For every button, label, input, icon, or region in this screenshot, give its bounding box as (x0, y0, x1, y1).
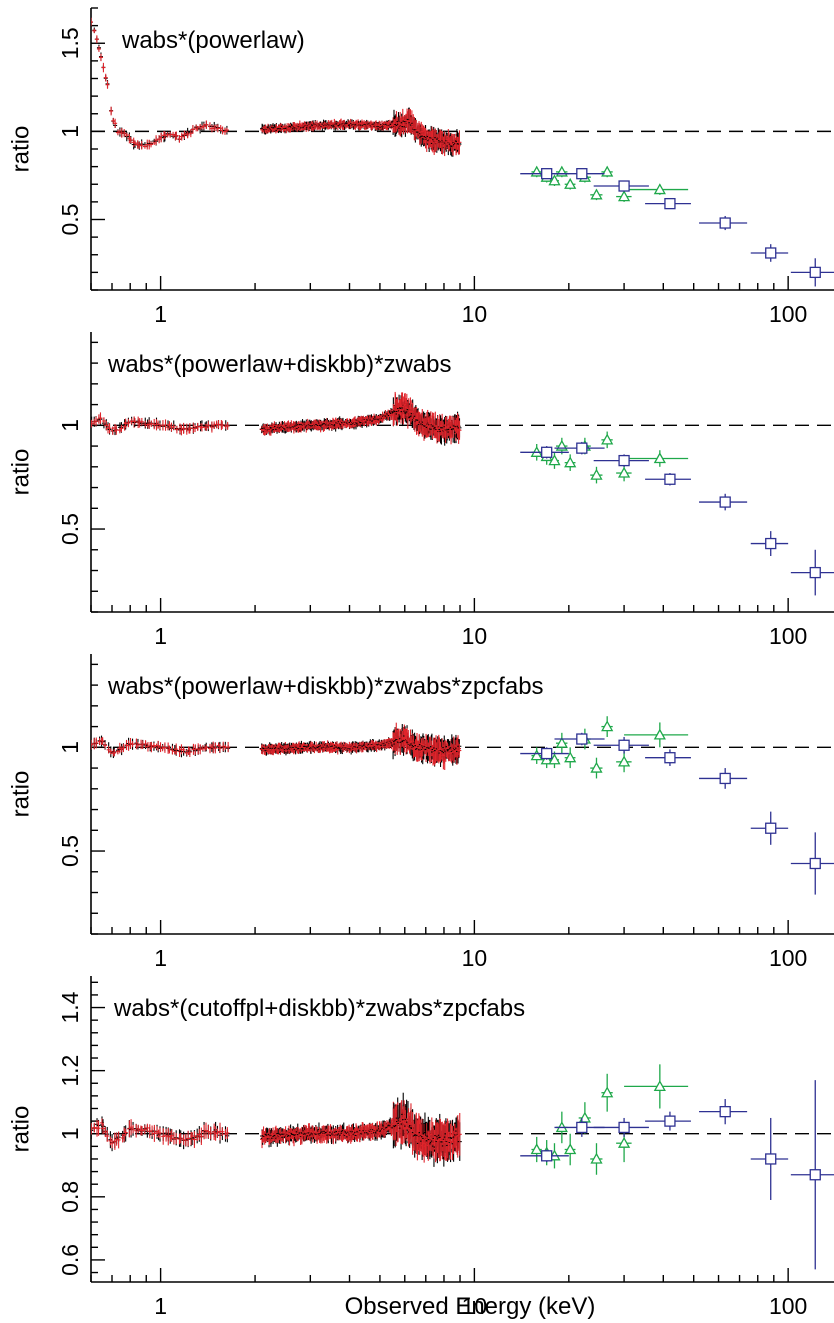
bat-triangle-marker (653, 452, 666, 464)
pca-square-marker (618, 180, 630, 192)
y-axis-title: ratio (7, 771, 34, 818)
bat-triangle-marker (548, 753, 561, 765)
y-axis-title: ratio (7, 449, 34, 496)
bat-triangle-marker (590, 188, 603, 200)
x-tick-label: 100 (769, 1293, 807, 1319)
panel-marks (91, 716, 834, 895)
bat-triangle-marker (653, 728, 666, 740)
y-tick-label: 1 (57, 419, 83, 432)
y-tick-label: 0.5 (57, 835, 83, 867)
pca-square-marker (541, 168, 553, 180)
panel-model-label: wabs*(powerlaw) (121, 27, 305, 54)
x-tick-label: 1 (154, 1293, 167, 1319)
pca-square-marker (809, 857, 821, 870)
y-tick-label: 0.5 (57, 204, 83, 236)
pca-square-marker (809, 266, 821, 279)
panel-model-label: wabs*(powerlaw+diskbb)*zwabs*zpcfabs (107, 673, 544, 700)
bat-triangle-marker (617, 755, 631, 767)
x-axis-title: Observed Energy (keV) (345, 1293, 596, 1320)
y-axis-title: ratio (7, 126, 34, 173)
pca-square-marker (541, 446, 553, 458)
y-tick-label: 1 (57, 125, 83, 138)
x-tick-label: 1 (154, 623, 167, 649)
y-tick-label: 1.5 (57, 27, 83, 59)
x-tick-label: 1 (154, 945, 167, 971)
bat-triangle-marker (555, 736, 568, 748)
x-tick-label: 100 (769, 623, 807, 649)
pca-square-marker (765, 537, 777, 550)
y-tick-label: 0.5 (57, 513, 83, 545)
panel-4: 1 10 100 0.6 0.8 1 1.2 1.4 ratio wabs*(cutoffpl+d… (7, 976, 834, 1319)
pca-square-marker (618, 454, 630, 467)
y-tick-label: 1 (57, 741, 83, 754)
y-tick-label: 1.4 (57, 991, 83, 1023)
pca-square-marker (618, 739, 630, 751)
bat-triangle-marker (617, 466, 631, 478)
bat-triangle-marker (617, 190, 631, 202)
y-tick-label: 1.2 (57, 1055, 83, 1087)
bat-triangle-marker (590, 761, 603, 773)
bat-triangle-marker (548, 174, 561, 186)
pca-square-marker (664, 752, 676, 764)
panel-marks (91, 1064, 834, 1270)
bat-triangle-marker (601, 165, 614, 177)
panel-2: 1 10 100 0.5 1 ratio wabs*(powerlaw+diskbb)*zw… (7, 332, 834, 649)
pca-square-marker (719, 217, 731, 229)
x-tick-label: 10 (462, 1293, 488, 1319)
pca-square-marker (719, 772, 731, 785)
bat-triangle-marker (564, 177, 577, 189)
panel-model-label: wabs*(powerlaw+diskbb)*zwabs (107, 351, 452, 378)
y-tick-label: 0.6 (57, 1244, 83, 1276)
pca-square-marker (576, 168, 588, 180)
x-tick-label: 10 (462, 623, 488, 649)
pca-square-marker (719, 496, 731, 508)
bat-triangle-marker (564, 456, 577, 468)
bat-triangle-marker (601, 720, 614, 732)
panel-marks (91, 391, 834, 596)
panel-marks (91, 17, 834, 287)
bat-triangle-marker (590, 468, 603, 480)
bat-triangle-marker (601, 433, 614, 445)
y-tick-label: 0.8 (57, 1181, 83, 1213)
pca-square-marker (664, 197, 676, 210)
panel-model-label: wabs*(cutoffpl+diskbb)*zwabs*zpcfabs (113, 995, 525, 1022)
pca-square-marker (576, 733, 588, 745)
bat-triangle-marker (653, 183, 666, 195)
bat-triangle-marker (530, 749, 543, 761)
pca-square-marker (765, 247, 777, 259)
x-tick-label: 100 (769, 945, 807, 971)
bat-triangle-marker (548, 454, 561, 466)
y-axis-title: ratio (7, 1106, 34, 1153)
panel-3: 1 10 100 0.5 1 ratio wabs*(powerlaw+diskbb)*zw… (7, 654, 834, 971)
pca-square-marker (765, 822, 777, 834)
x-tick-label: 10 (462, 945, 488, 971)
panel-1: 1 10 100 0.5 1 1.5 ratio wabs*(powerlaw) (7, 7, 834, 327)
x-tick-label: 1 (154, 301, 167, 327)
x-tick-label: 10 (462, 301, 488, 327)
pca-square-marker (576, 442, 588, 454)
pca-square-marker (541, 747, 553, 760)
x-tick-label: 100 (769, 301, 807, 327)
pca-square-marker (664, 473, 676, 485)
y-tick-label: 1 (57, 1127, 83, 1140)
pca-square-marker (809, 566, 821, 579)
bat-triangle-marker (564, 751, 577, 763)
